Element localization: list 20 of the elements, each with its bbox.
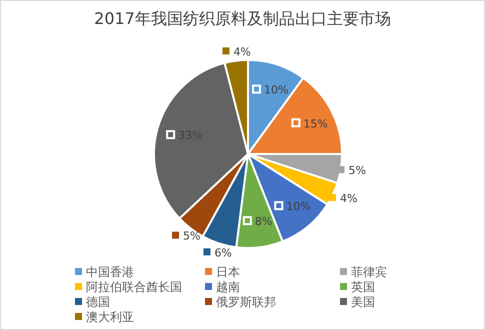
legend-label: 德国 <box>86 295 110 309</box>
legend-label: 美国 <box>351 295 375 309</box>
data-label: 5% <box>348 164 366 178</box>
data-label: 15% <box>303 117 328 130</box>
legend-label: 日本 <box>216 265 240 279</box>
data-label: 8% <box>254 215 272 228</box>
legend-label: 越南 <box>216 280 240 294</box>
chart-title: 2017年我国纺织原料及制品出口主要市场 <box>94 9 391 28</box>
data-label: 10% <box>286 200 311 214</box>
legend-label: 中国香港 <box>86 265 134 279</box>
legend-label: 澳大利亚 <box>86 310 134 324</box>
data-label: 10% <box>264 84 288 97</box>
data-label: 4% <box>233 45 251 58</box>
legend-label: 菲律宾 <box>351 265 387 279</box>
legend-label: 英国 <box>351 280 375 294</box>
legend-label: 俄罗斯联邦 <box>216 295 276 309</box>
data-label: 6% <box>214 246 232 260</box>
legend-label: 阿拉伯联合酋长国 <box>86 280 182 294</box>
data-label: 5% <box>183 230 200 243</box>
data-label: 4% <box>340 192 358 206</box>
